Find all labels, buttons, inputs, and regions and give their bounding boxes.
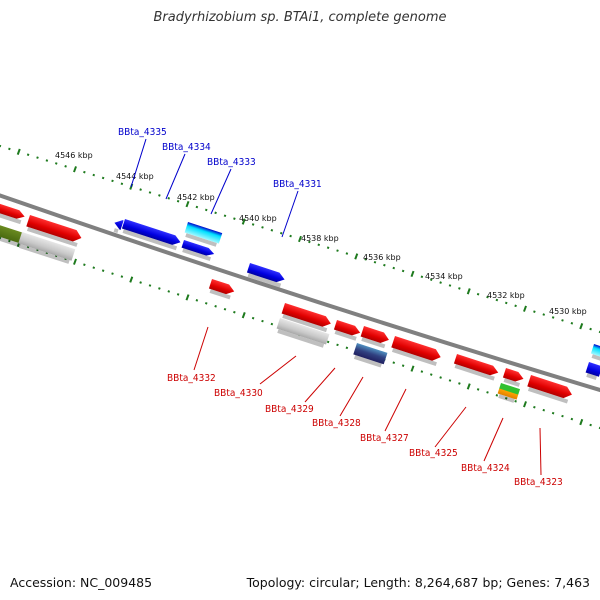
kbp-label: 4538 kbp [301,234,339,243]
gene-bbta-4325[interactable] [453,354,500,381]
gene-bbta-4327[interactable] [390,336,442,367]
leader-line [281,190,299,238]
map-title: Bradyrhizobium sp. BTAi1, complete genom… [153,10,447,25]
kbp-label: 4542 kbp [177,193,215,202]
gene-bbta-4331[interactable] [246,263,286,288]
gene-grey[interactable] [275,318,330,348]
gene-bbta-4333[interactable] [183,222,223,247]
leader-line [483,417,504,462]
leader-line [210,168,232,215]
topology-text: Topology: circular; Length: 8,264,687 bp… [246,575,590,590]
gene-bbta-4329[interactable] [333,320,362,341]
gene-label-lower[interactable]: BBta_4323 [514,477,563,488]
gene-red[interactable] [25,215,83,248]
gene-red[interactable] [0,200,26,225]
leader-line [384,388,407,432]
gene-blue-small[interactable] [112,218,124,234]
leader-line [130,138,147,188]
gene-label-lower[interactable]: BBta_4324 [461,463,510,474]
gene-label-upper[interactable]: BBta_4333 [207,157,256,168]
outer-tick-track [0,144,600,334]
kbp-label: 4546 kbp [55,151,93,160]
gene-bbta-4335[interactable] [121,219,182,251]
gene-label-lower[interactable]: BBta_4325 [409,448,458,459]
genome-backbone [0,193,600,393]
gene-label-upper[interactable]: BBta_4334 [162,142,211,153]
gene-label-lower[interactable]: BBta_4328 [312,418,361,429]
gene-bbta-4332[interactable] [208,279,236,300]
gene-cyan-edge[interactable] [590,344,600,362]
gene-label-lower[interactable]: BBta_4332 [167,373,216,384]
gene-slate[interactable] [352,343,388,368]
gene-blue-edge[interactable] [584,362,600,381]
gene-label-upper[interactable]: BBta_4335 [118,127,167,138]
leader-line [539,427,542,476]
gene-bbta-4330[interactable] [280,303,332,333]
gene-red[interactable] [502,368,525,387]
leader-line [339,376,364,417]
gene-label-lower[interactable]: BBta_4330 [214,388,263,399]
gene-grey[interactable] [17,232,76,265]
leader-line [193,326,209,371]
kbp-label: 4530 kbp [549,307,587,316]
leader-line [434,406,467,448]
kbp-label: 4532 kbp [487,291,525,300]
leader-line [165,153,186,200]
leader-line [304,367,336,403]
gene-olive[interactable] [0,222,27,248]
gene-bbta-4324[interactable] [496,383,521,403]
gene-label-lower[interactable]: BBta_4327 [360,433,409,444]
gene-label-upper[interactable]: BBta_4331 [273,179,322,190]
kbp-label: 4534 kbp [425,272,463,281]
gene-bbta-4328[interactable] [359,326,390,349]
gene-bbta-4323[interactable] [526,375,574,404]
kbp-label: 4540 kbp [239,214,277,223]
kbp-label: 4536 kbp [363,253,401,262]
gene-label-lower[interactable]: BBta_4329 [265,404,314,415]
leader-line [259,355,297,385]
kbp-label: 4544 kbp [116,172,154,181]
gene-bbta-4334[interactable] [180,240,215,262]
accession-text: Accession: NC_009485 [10,575,153,590]
